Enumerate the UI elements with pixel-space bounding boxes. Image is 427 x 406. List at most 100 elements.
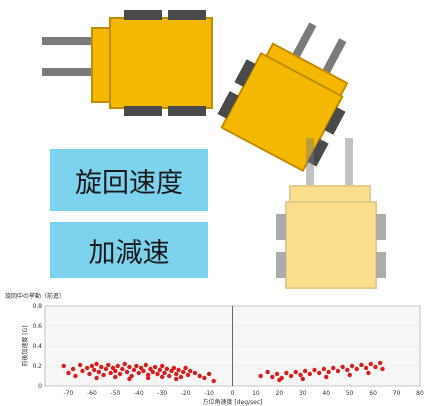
data-point — [152, 364, 158, 370]
data-point — [61, 363, 66, 369]
robot-middle — [217, 22, 349, 173]
data-point — [96, 369, 102, 375]
data-point — [94, 375, 99, 381]
y-tick-label: 0 — [38, 383, 42, 390]
scatter-chart: 0 0.2 0.4 0.6 0.8 -70 -60 -50 -40 -30 -20 -10 0 10 20… — [21, 303, 424, 406]
data-point — [197, 373, 202, 379]
data-point — [363, 365, 369, 371]
x-tick-label: -50 — [110, 390, 120, 397]
data-point — [335, 368, 341, 374]
data-point — [89, 363, 95, 369]
x-tick-label: -70 — [64, 390, 74, 397]
data-point — [155, 371, 160, 377]
data-point — [302, 368, 308, 374]
x-tick-label: 50 — [346, 390, 354, 397]
robot-turning-illustration — [42, 10, 386, 289]
data-point — [110, 365, 116, 371]
y-ticks: 0 0.2 0.4 0.6 0.8 — [32, 303, 42, 390]
data-point — [345, 367, 350, 373]
data-point — [258, 373, 263, 379]
data-point — [99, 364, 104, 370]
data-point — [141, 368, 146, 374]
data-point — [185, 372, 191, 378]
data-point — [293, 369, 298, 375]
data-point — [150, 369, 156, 375]
data-point — [354, 366, 359, 372]
gripper-arm-upper — [42, 37, 94, 45]
data-point — [202, 375, 207, 381]
data-point — [167, 373, 172, 379]
x-tick-label: -20 — [181, 390, 191, 397]
x-tick-label: -10 — [204, 390, 214, 397]
robot-left — [42, 10, 213, 116]
gripper-arm-right — [319, 38, 347, 80]
data-point — [148, 366, 153, 372]
data-point — [298, 372, 303, 378]
data-point — [324, 374, 329, 380]
y-tick-label: 0.2 — [32, 363, 42, 370]
data-point — [159, 363, 165, 369]
robot-left-body — [109, 17, 213, 109]
robot-left-wheel-1 — [124, 10, 162, 20]
data-point — [300, 376, 306, 382]
data-point — [347, 372, 352, 378]
x-tick-label: 70 — [393, 390, 401, 397]
x-axis-label: 方位角速度 [deg/sec] — [202, 398, 262, 406]
data-point — [312, 367, 317, 373]
x-ticks: -70 -60 -50 -40 -30 -20 -10 0 10 20 30 40 50 60 70 80 — [64, 390, 424, 397]
data-point — [73, 373, 78, 379]
acceleration-label: 加減速 — [50, 222, 208, 278]
data-point — [380, 366, 385, 372]
robot-middle-body — [220, 51, 344, 173]
robot-middle-wheel-3 — [324, 107, 346, 135]
data-point — [77, 362, 83, 368]
ghost-gripper-right — [345, 138, 353, 188]
robot-left-wheel-2 — [168, 10, 206, 20]
ghost-wheel-4 — [376, 252, 386, 278]
robot-left-head — [91, 27, 111, 103]
data-point — [136, 370, 141, 376]
data-point — [157, 367, 163, 373]
data-point — [108, 370, 113, 376]
x-tick-label: -40 — [134, 390, 144, 397]
data-point — [159, 374, 165, 380]
data-point — [143, 362, 148, 368]
data-point — [162, 370, 167, 376]
y-tick-label: 0.6 — [32, 323, 42, 330]
ghost-wheel-3 — [376, 214, 386, 240]
data-point — [117, 371, 123, 377]
data-point — [145, 375, 151, 381]
data-point — [106, 362, 111, 368]
y-axis-label: 前後加速度 [G] — [21, 325, 29, 366]
robot-left-wheel-3 — [124, 106, 162, 116]
x-tick-label: 60 — [369, 390, 377, 397]
data-point — [321, 366, 327, 372]
ghost-gripper-left — [306, 138, 314, 188]
x-tick-label: 20 — [276, 390, 284, 397]
y-tick-label: 0.4 — [32, 343, 42, 350]
data-point — [164, 366, 170, 372]
data-point — [84, 365, 90, 371]
turn-speed-label: 旋回速度 — [50, 149, 208, 211]
data-point — [122, 361, 127, 367]
data-point — [183, 365, 188, 371]
data-point — [368, 361, 373, 367]
x-tick-label: 10 — [252, 390, 260, 397]
data-point — [178, 374, 184, 380]
data-point — [169, 368, 174, 374]
x-tick-label: -60 — [87, 390, 97, 397]
data-point — [115, 363, 120, 369]
data-point — [211, 378, 216, 384]
data-point — [127, 376, 132, 382]
robot-middle-wheel-4 — [307, 138, 329, 167]
data-point — [192, 370, 198, 376]
data-point — [80, 368, 85, 374]
data-point — [359, 362, 364, 368]
data-point — [274, 371, 280, 377]
scatter-points — [61, 360, 385, 384]
data-point — [366, 370, 371, 376]
data-point — [113, 374, 118, 380]
data-point — [377, 360, 383, 366]
data-point — [270, 374, 275, 380]
data-point — [373, 364, 378, 370]
